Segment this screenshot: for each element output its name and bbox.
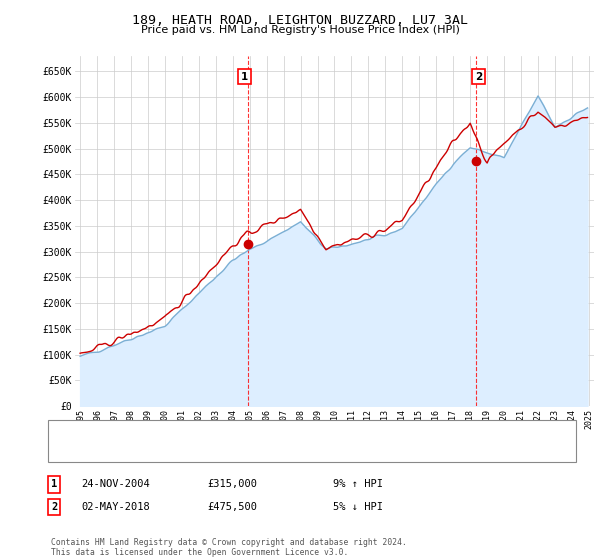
Text: 2: 2: [51, 502, 57, 512]
Text: 189, HEATH ROAD, LEIGHTON BUZZARD, LU7 3AL (detached house): 189, HEATH ROAD, LEIGHTON BUZZARD, LU7 3…: [93, 428, 432, 437]
Text: £475,500: £475,500: [207, 502, 257, 512]
Text: 1: 1: [51, 479, 57, 489]
Text: 02-MAY-2018: 02-MAY-2018: [81, 502, 150, 512]
Text: 5% ↓ HPI: 5% ↓ HPI: [333, 502, 383, 512]
Text: 1: 1: [241, 72, 248, 82]
Text: 2: 2: [475, 72, 482, 82]
Text: HPI: Average price, detached house, Central Bedfordshire: HPI: Average price, detached house, Cent…: [93, 446, 415, 455]
Text: Contains HM Land Registry data © Crown copyright and database right 2024.
This d: Contains HM Land Registry data © Crown c…: [51, 538, 407, 557]
Text: 9% ↑ HPI: 9% ↑ HPI: [333, 479, 383, 489]
Text: Price paid vs. HM Land Registry's House Price Index (HPI): Price paid vs. HM Land Registry's House …: [140, 25, 460, 35]
Text: 189, HEATH ROAD, LEIGHTON BUZZARD, LU7 3AL: 189, HEATH ROAD, LEIGHTON BUZZARD, LU7 3…: [132, 14, 468, 27]
Text: £315,000: £315,000: [207, 479, 257, 489]
Text: 24-NOV-2004: 24-NOV-2004: [81, 479, 150, 489]
